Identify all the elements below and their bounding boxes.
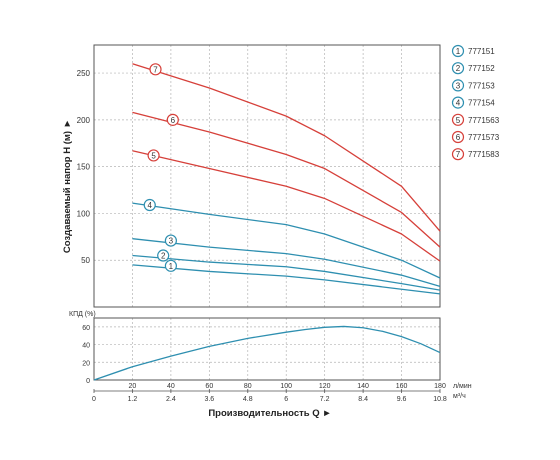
legend-label-5: 7771563 <box>468 116 500 125</box>
legend-marker-number-4: 4 <box>456 99 461 108</box>
x-tick-label-lpm: 180 <box>434 383 446 390</box>
curve-marker-circle-5 <box>147 149 160 162</box>
x-tick-label-m3h: 10.8 <box>433 396 447 403</box>
curve-marker-circle-6 <box>166 113 179 126</box>
x-tick-label-m3h: 9.6 <box>397 396 407 403</box>
x-tick-label-m3h: 0 <box>92 396 96 403</box>
legend-marker-1 <box>451 44 465 58</box>
legend-marker-number-7: 7 <box>456 150 461 159</box>
curve-marker-number-2: 2 <box>161 252 166 261</box>
curve-marker-number-5: 5 <box>151 151 156 160</box>
x-tick-label-lpm: 20 <box>129 383 137 390</box>
eff-plot-frame <box>93 317 441 381</box>
legend-label-7: 7771583 <box>468 150 500 159</box>
legend-marker-3 <box>451 79 465 92</box>
legend-label-4: 777154 <box>468 99 495 108</box>
head-curve-777151 <box>132 264 441 295</box>
x-tick-label-lpm: 140 <box>357 383 369 390</box>
curve-marker-circle-3 <box>164 234 177 247</box>
curve-marker-number-7: 7 <box>153 65 158 74</box>
x-tick-label-lpm: 60 <box>205 383 213 390</box>
head-y-tick-label: 100 <box>77 209 91 218</box>
x-tick-label-m3h: 7.2 <box>320 396 330 403</box>
head-y-tick-label: 250 <box>77 69 91 78</box>
head-curve-7771563 <box>132 150 441 262</box>
legend-marker-number-6: 6 <box>456 133 461 142</box>
x-tick-label-m3h: 3.6 <box>204 396 214 403</box>
x-axis-title: Производительность Q ► <box>208 408 331 419</box>
head-y-axis-title: Создаваемый напор H (м) ► <box>62 119 73 253</box>
eff-y-tick-label: 20 <box>82 360 90 367</box>
legend-label-3: 777153 <box>468 81 495 90</box>
x-tick-label-m3h: 2.4 <box>166 396 176 403</box>
curve-marker-number-4: 4 <box>148 201 153 210</box>
eff-y-axis-title: КПД (%) <box>69 311 96 318</box>
x-tick-label-lpm: 160 <box>396 383 408 390</box>
efficiency-curve <box>93 325 441 381</box>
legend-marker-5 <box>451 113 465 126</box>
legend-marker-number-2: 2 <box>456 64 461 73</box>
legend-marker-7 <box>451 148 465 161</box>
eff-y-tick-label: 60 <box>82 325 90 332</box>
head-curve-777154 <box>132 202 441 279</box>
curve-marker-circle-4 <box>143 198 156 212</box>
x-tick-label-m3h: 4.8 <box>243 396 253 403</box>
legend-marker-number-5: 5 <box>456 116 461 125</box>
x-unit-m3h: м³/ч <box>453 393 466 400</box>
legend-marker-number-1: 1 <box>456 47 461 56</box>
head-y-tick-label: 150 <box>77 163 91 172</box>
legend-label-6: 7771573 <box>468 133 500 142</box>
legend-marker-6 <box>451 130 465 144</box>
head-y-tick-label: 200 <box>77 116 91 125</box>
eff-y-tick-label: 0 <box>86 378 90 385</box>
curve-marker-number-1: 1 <box>169 262 174 271</box>
curve-marker-number-6: 6 <box>171 116 176 125</box>
x-tick-label-lpm: 120 <box>319 383 331 390</box>
curve-marker-number-3: 3 <box>169 237 174 246</box>
head-plot-frame <box>93 44 441 308</box>
legend-marker-2 <box>451 62 465 75</box>
legend-marker-4 <box>451 96 465 109</box>
legend-label-1: 777151 <box>468 47 495 56</box>
eff-y-tick-label: 40 <box>82 343 90 350</box>
legend-label-2: 777152 <box>468 64 495 73</box>
x-unit-lpm: л/мин <box>453 383 472 390</box>
x-tick-label-m3h: 1.2 <box>128 396 138 403</box>
x-tick-label-lpm: 100 <box>280 383 292 390</box>
x-tick-label-lpm: 80 <box>244 383 252 390</box>
curve-marker-circle-2 <box>157 249 170 262</box>
curve-marker-circle-7 <box>149 63 162 76</box>
head-curve-7771573 <box>132 111 441 248</box>
head-curve-777152 <box>132 254 441 291</box>
x-tick-label-lpm: 40 <box>167 383 175 390</box>
head-curve-7771583 <box>132 63 441 232</box>
legend-marker-number-3: 3 <box>456 81 461 90</box>
x-tick-label-m3h: 8.4 <box>358 396 368 403</box>
head-y-tick-label: 50 <box>81 256 90 265</box>
curve-marker-circle-1 <box>164 259 177 272</box>
head-curve-777153 <box>132 238 441 288</box>
x-tick-label-m3h: 6 <box>284 396 288 403</box>
